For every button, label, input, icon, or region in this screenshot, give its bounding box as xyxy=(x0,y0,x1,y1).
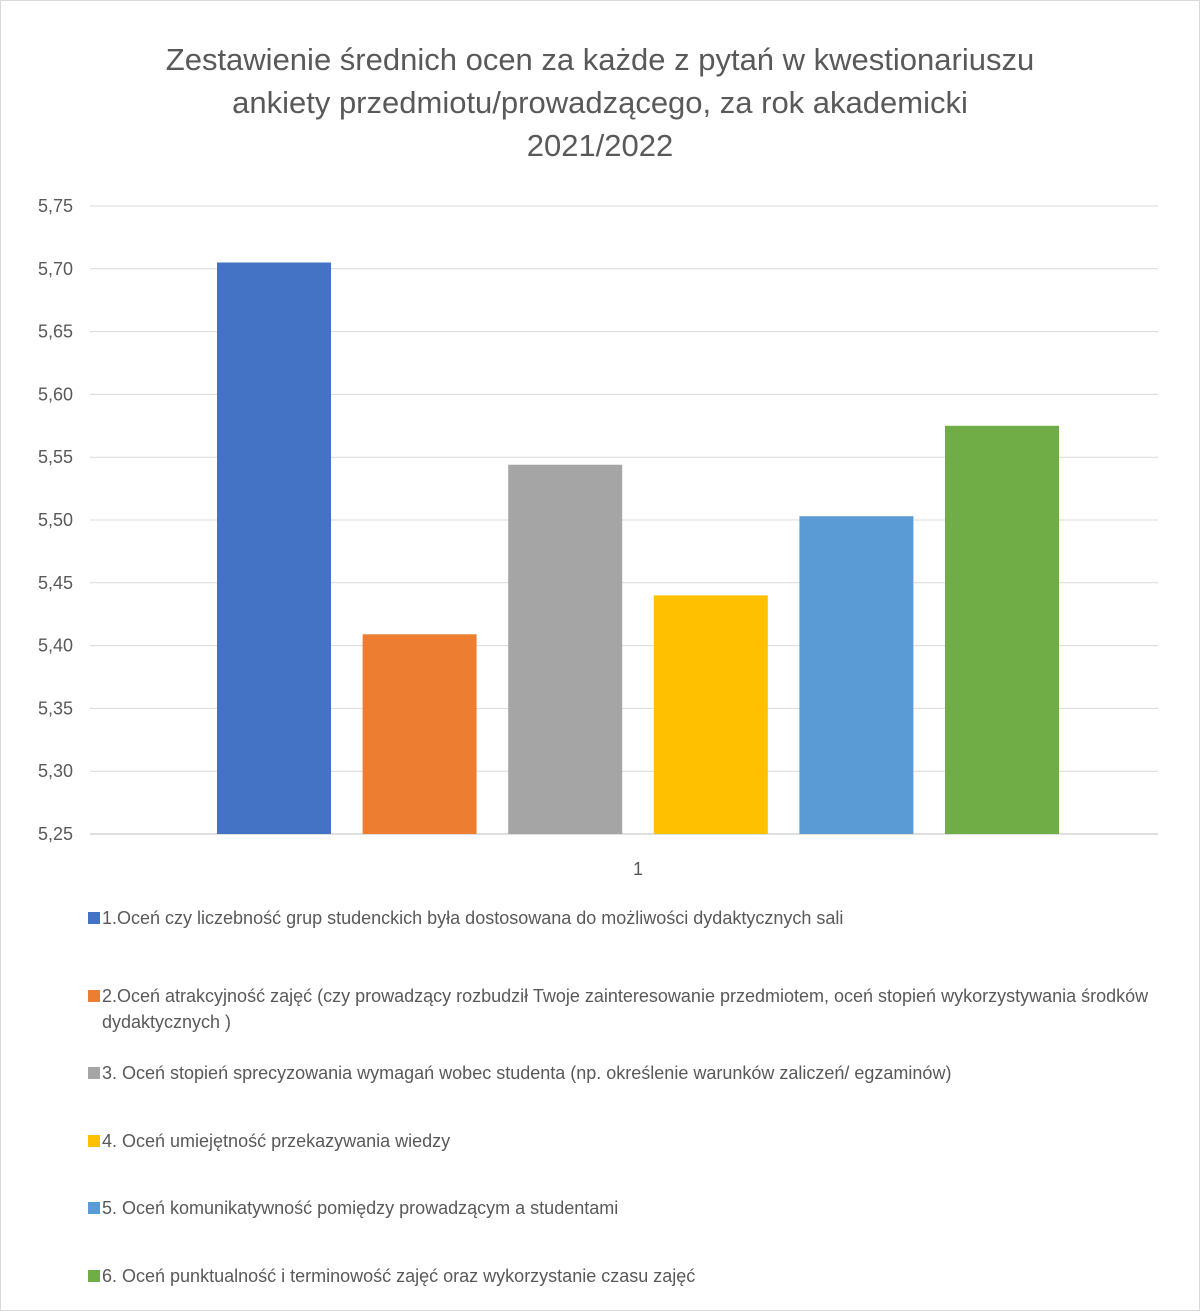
bar-series-2 xyxy=(362,634,477,834)
legend-label: 3. Oceń stopień sprecyzowania wymagań wo… xyxy=(102,1063,952,1083)
bar-series-5 xyxy=(799,516,914,834)
y-tick-label: 5,65 xyxy=(38,322,73,342)
bar-series-1 xyxy=(217,262,331,834)
bar-series-6 xyxy=(945,425,1059,834)
legend-swatch xyxy=(88,1202,100,1214)
legend-label: 1.Oceń czy liczebność grup studenckich b… xyxy=(102,908,844,928)
legend-swatch xyxy=(88,1067,100,1079)
y-tick-label: 5,30 xyxy=(38,761,73,781)
y-tick-label: 5,75 xyxy=(38,196,73,216)
legend-swatch xyxy=(88,912,100,924)
legend-item-2: 2.Oceń atrakcyjność zajęć (czy prowadząc… xyxy=(88,983,1168,1035)
legend-label: 6. Oceń punktualność i terminowość zajęć… xyxy=(102,1266,696,1286)
y-tick-label: 5,25 xyxy=(38,824,73,844)
y-tick-label: 5,50 xyxy=(38,510,73,530)
x-tick-label: 1 xyxy=(633,859,643,879)
bar-series-4 xyxy=(653,595,768,834)
legend-swatch xyxy=(88,1135,100,1147)
legend-item-5: 5. Oceń komunikatywność pomiędzy prowadz… xyxy=(88,1195,1168,1221)
legend-label: 4. Oceń umiejętność przekazywania wiedzy xyxy=(102,1131,451,1151)
y-tick-label: 5,60 xyxy=(38,384,73,404)
legend-label: 2.Oceń atrakcyjność zajęć (czy prowadząc… xyxy=(102,986,1149,1032)
y-tick-label: 5,45 xyxy=(38,573,73,593)
legend-swatch xyxy=(88,990,100,1002)
legend-item-1: 1.Oceń czy liczebność grup studenckich b… xyxy=(88,905,1168,931)
y-tick-label: 5,40 xyxy=(38,636,73,656)
axis-labels: 5,25 5,30 5,35 5,40 5,45 5,50 5,55 5,60 5,65 5,70… xyxy=(38,196,643,879)
bars xyxy=(217,262,1059,834)
legend-item-6: 6. Oceń punktualność i terminowość zajęć… xyxy=(88,1263,1168,1289)
legend-item-3: 3. Oceń stopień sprecyzowania wymagań wo… xyxy=(88,1060,1168,1086)
y-tick-label: 5,70 xyxy=(38,259,73,279)
legend-swatch xyxy=(88,1270,100,1282)
y-tick-label: 5,55 xyxy=(38,447,73,467)
legend-label: 5. Oceń komunikatywność pomiędzy prowadz… xyxy=(102,1198,619,1218)
chart-title: Zestawienie średnich ocen za każde z pyt… xyxy=(165,42,1035,163)
y-tick-label: 5,35 xyxy=(38,698,73,718)
legend-item-4: 4. Oceń umiejętność przekazywania wiedzy xyxy=(88,1128,1168,1154)
bar-series-3 xyxy=(508,464,623,834)
bar-chart: 5,25 5,30 5,35 5,40 5,45 5,50 5,55 5,60 5,65 5,70… xyxy=(38,196,1158,879)
